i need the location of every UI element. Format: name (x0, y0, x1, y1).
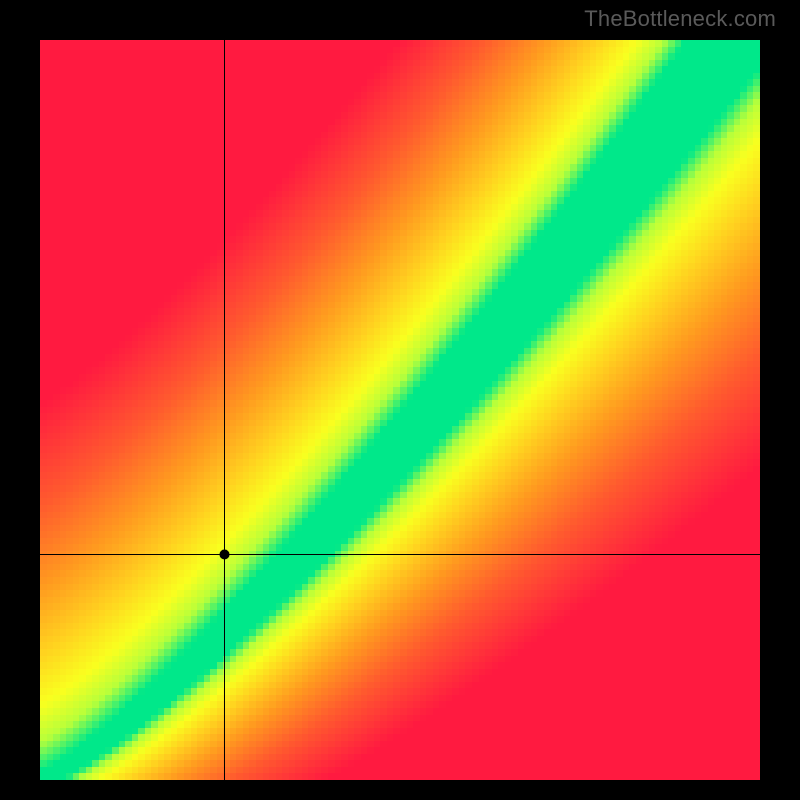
plot-area (40, 40, 760, 780)
chart-frame: TheBottleneck.com (0, 0, 800, 800)
watermark-text: TheBottleneck.com (584, 6, 776, 32)
bottleneck-heatmap (40, 40, 760, 780)
